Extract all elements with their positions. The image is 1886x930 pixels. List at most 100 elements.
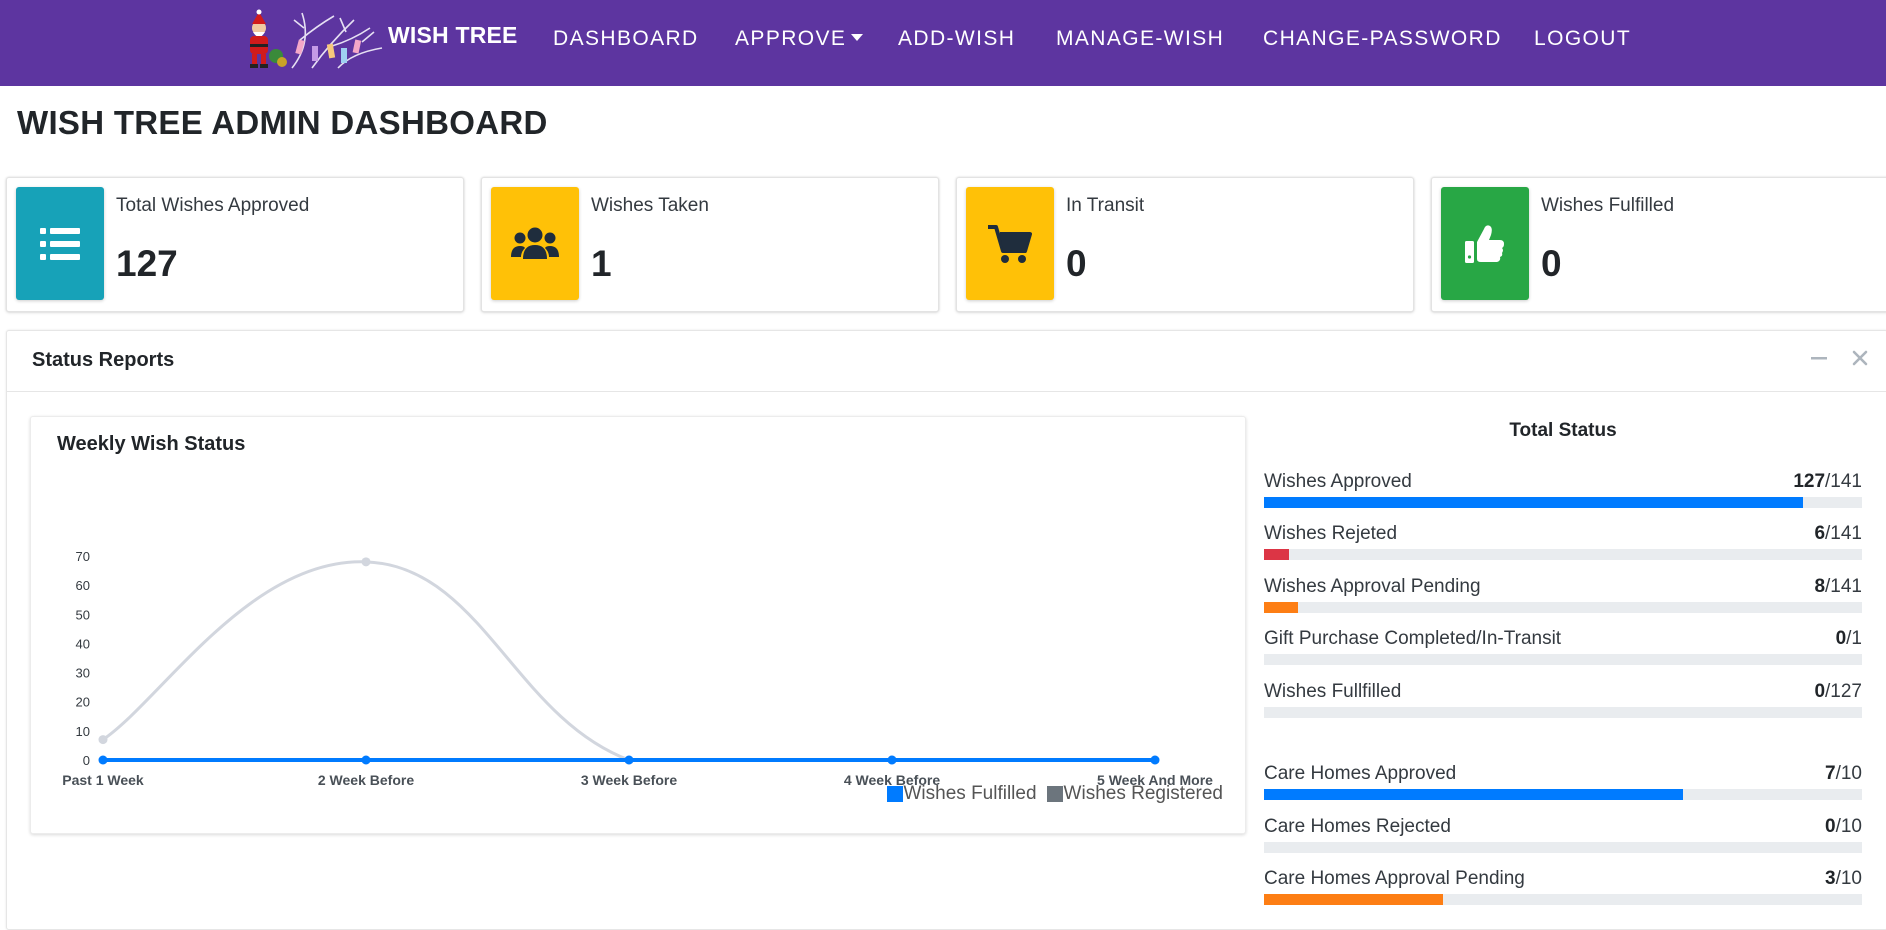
progress-count: 8/141 <box>1814 576 1862 598</box>
data-point-fulfilled <box>1150 755 1160 765</box>
progress-row: Wishes Rejeted 6/141 <box>1264 523 1862 560</box>
nav-item-add-wish[interactable]: ADD-WISH <box>898 27 1016 50</box>
thumbs-up-icon <box>1465 224 1504 263</box>
line-chart: 0 10 20 30 40 50 60 70 Past 1 Week 2 Week Before 3… <box>62 549 1213 787</box>
chart-title: Weekly Wish Status <box>57 433 246 455</box>
progress-value: 6 <box>1814 523 1826 544</box>
y-tick-label: 0 <box>83 753 90 768</box>
total-status-title: Total Status <box>1509 420 1617 441</box>
progress-value: 8 <box>1814 576 1826 597</box>
progress-label: Wishes Approval Pending <box>1264 576 1481 597</box>
info-icon-box <box>16 187 104 300</box>
legend-label: Wishes Registered <box>1063 783 1223 804</box>
progress-track <box>1264 602 1862 613</box>
progress-row: Gift Purchase Completed/In-Transit 0/1 <box>1264 628 1862 665</box>
close-icon[interactable] <box>1849 347 1871 369</box>
y-tick-label: 70 <box>76 549 90 564</box>
wish-tree-logo-icon[interactable] <box>242 8 384 72</box>
progress-track <box>1264 549 1862 560</box>
info-box-number: 1 <box>591 243 612 284</box>
card-header: Status Reports <box>7 331 1886 392</box>
progress-row: Care Homes Approved 7/10 <box>1264 763 1862 800</box>
progress-count: 0/10 <box>1825 816 1862 838</box>
progress-label: Wishes Approved <box>1264 471 1412 492</box>
progress-bar <box>1264 549 1290 560</box>
progress-value: 0 <box>1825 816 1836 837</box>
nav-item-manage-wish[interactable]: MANAGE-WISH <box>1056 27 1225 50</box>
brand-name[interactable]: WISH TREE <box>388 22 518 48</box>
info-box-label: Total Wishes Approved <box>116 195 310 216</box>
progress-track <box>1264 654 1862 665</box>
info-box-in-transit: In Transit 0 <box>956 177 1414 312</box>
progress-row: Wishes Approved 127/141 <box>1264 471 1862 508</box>
legend-item-fulfilled[interactable]: Wishes Fulfilled <box>886 783 1037 805</box>
progress-total: /10 <box>1835 816 1862 837</box>
progress-row: Wishes Fullfilled 0/127 <box>1264 681 1862 718</box>
progress-row: Wishes Approval Pending 8/141 <box>1264 576 1862 613</box>
data-point-fulfilled <box>887 755 897 765</box>
progress-label: Care Homes Rejected <box>1264 816 1451 837</box>
series-line-registered <box>102 560 1155 762</box>
info-box-number: 127 <box>116 243 178 284</box>
nav-item-change-password[interactable]: CHANGE-PASSWORD <box>1263 27 1502 50</box>
nav-item-logout[interactable]: LOGOUT <box>1534 27 1632 50</box>
users-icon <box>511 227 559 259</box>
info-box-total-approved: Total Wishes Approved 127 <box>6 177 464 312</box>
progress-total: /127 <box>1825 681 1862 702</box>
data-point-fulfilled <box>98 755 108 765</box>
progress-total: /141 <box>1825 576 1862 597</box>
nav-item-approve[interactable]: APPROVE <box>735 27 864 51</box>
caret-down-icon <box>851 34 864 41</box>
progress-track <box>1264 707 1862 718</box>
info-box-label: Wishes Fulfilled <box>1541 195 1675 216</box>
info-box-number: 0 <box>1541 243 1562 284</box>
info-box-wishes-taken: Wishes Taken 1 <box>481 177 939 312</box>
progress-value: 7 <box>1825 763 1836 784</box>
legend-item-registered[interactable]: Wishes Registered <box>1046 783 1223 805</box>
info-box-wishes-fulfilled: Wishes Fulfilled 0 <box>1431 177 1886 312</box>
y-tick-label: 20 <box>76 695 90 710</box>
y-tick-label: 30 <box>76 666 90 681</box>
x-tick-label: 2 Week Before <box>318 772 414 787</box>
page-title: WISH TREE ADMIN DASHBOARD <box>17 104 548 141</box>
x-tick-label: 4 Week Before <box>844 772 940 787</box>
progress-total: /10 <box>1835 763 1862 784</box>
progress-count: 6/141 <box>1814 523 1862 545</box>
progress-total: /141 <box>1825 523 1862 544</box>
progress-count: 3/10 <box>1825 868 1862 890</box>
progress-bar <box>1264 894 1444 905</box>
top-navbar: WISH TREE DASHBOARD APPROVE ADD-WISH MAN… <box>0 0 1886 86</box>
progress-track <box>1264 894 1862 905</box>
progress-label: Wishes Fullfilled <box>1264 681 1402 702</box>
y-tick-label: 50 <box>76 607 90 622</box>
progress-count: 127/141 <box>1793 471 1862 493</box>
progress-value: 0 <box>1814 681 1826 702</box>
legend-label: Wishes Fulfilled <box>903 783 1037 804</box>
progress-value: 0 <box>1835 628 1847 649</box>
progress-track <box>1264 497 1862 508</box>
progress-count: 0/127 <box>1814 681 1862 703</box>
info-icon-box <box>491 187 579 300</box>
progress-bar <box>1264 789 1683 800</box>
nav-item-dashboard[interactable]: DASHBOARD <box>553 27 699 50</box>
progress-row: Care Homes Approval Pending 3/10 <box>1264 868 1862 905</box>
progress-label: Wishes Rejeted <box>1264 523 1398 544</box>
list-icon <box>40 227 80 260</box>
weekly-wish-status-chart: Weekly Wish Status 0 10 20 30 40 50 60 70 Past 1… <box>30 416 1246 834</box>
info-box-label: Wishes Taken <box>591 195 709 216</box>
progress-track <box>1264 842 1862 853</box>
card-title: Status Reports <box>32 349 175 371</box>
minimize-icon[interactable] <box>1808 347 1830 369</box>
data-point-registered <box>98 735 108 745</box>
data-point-fulfilled <box>361 755 371 765</box>
x-tick-label: Past 1 Week <box>62 772 144 787</box>
y-tick-label: 10 <box>76 724 90 739</box>
info-box-label: In Transit <box>1066 195 1145 216</box>
y-tick-label: 60 <box>76 578 90 593</box>
data-point-registered <box>361 557 371 567</box>
progress-count: 7/10 <box>1825 763 1862 785</box>
progress-bar <box>1264 497 1803 508</box>
info-icon-box <box>1441 187 1529 300</box>
x-tick-label: 3 Week Before <box>581 772 677 787</box>
legend-swatch <box>1046 786 1063 802</box>
